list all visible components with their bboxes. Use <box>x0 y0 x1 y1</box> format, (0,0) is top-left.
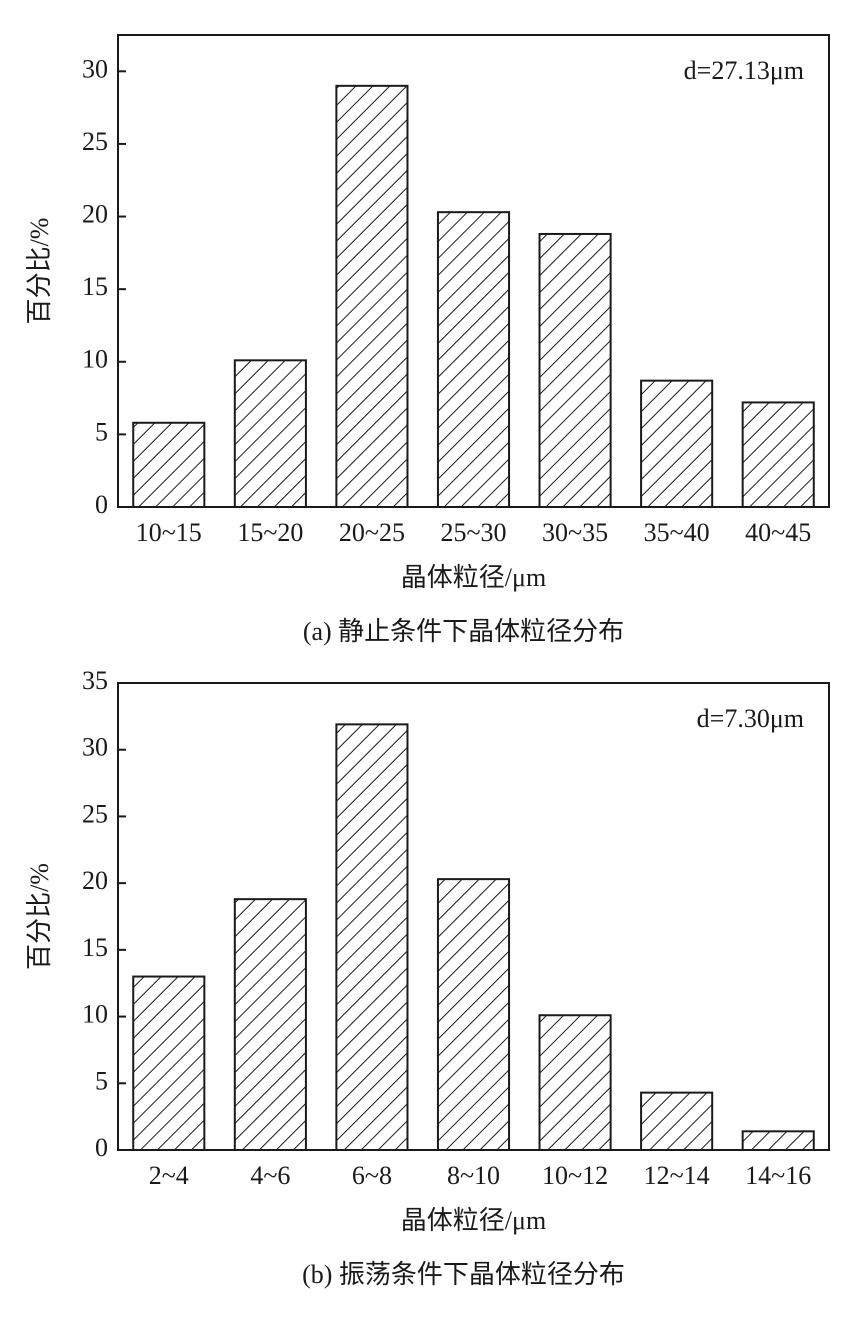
bar <box>233 898 307 1152</box>
y-tick-label: 0 <box>95 490 108 519</box>
y-tick-label: 10 <box>82 1000 108 1029</box>
plot-frame <box>117 34 830 508</box>
x-tick-label: 10~12 <box>542 1161 608 1190</box>
caption: (b) 振荡条件下晶体粒径分布 <box>302 1260 625 1289</box>
bar <box>538 232 612 508</box>
annotation: d=7.30μm <box>697 704 804 733</box>
y-tick-label: 15 <box>82 933 108 962</box>
x-tick-label: 6~8 <box>352 1161 392 1190</box>
x-tick-label: 14~16 <box>745 1161 811 1190</box>
y-tick-label: 5 <box>95 417 108 446</box>
x-tick-label: 10~15 <box>136 518 202 547</box>
y-tick-label: 30 <box>82 733 108 762</box>
y-tick-label: 5 <box>95 1066 108 1095</box>
x-tick-label: 8~10 <box>447 1161 500 1190</box>
bar <box>640 379 714 508</box>
bar <box>132 421 206 508</box>
y-tick-label: 25 <box>82 127 108 156</box>
x-tick-label: 30~35 <box>542 518 608 547</box>
bar <box>132 975 206 1151</box>
bar <box>335 723 409 1151</box>
y-tick-label: 35 <box>82 666 108 695</box>
bar <box>335 84 409 508</box>
x-tick-label: 20~25 <box>339 518 405 547</box>
y-tick-label: 20 <box>82 866 108 895</box>
bar <box>538 1014 612 1151</box>
bar <box>233 359 307 508</box>
bar <box>640 1091 714 1152</box>
y-tick-label: 20 <box>82 200 108 229</box>
y-tick-label: 10 <box>82 345 108 374</box>
bar <box>436 211 511 508</box>
x-tick-label: 2~4 <box>149 1161 189 1190</box>
x-tick-label: 40~45 <box>745 518 811 547</box>
y-axis-label: 百分比/% <box>25 218 54 325</box>
x-axis-label: 晶体粒径/μm <box>401 1206 546 1235</box>
annotation: d=27.13μm <box>684 56 804 85</box>
bar <box>741 401 815 508</box>
x-tick-label: 25~30 <box>440 518 506 547</box>
y-tick-label: 30 <box>82 54 108 83</box>
x-tick-label: 35~40 <box>644 518 710 547</box>
x-axis-label: 晶体粒径/μm <box>401 563 546 592</box>
bar <box>741 1130 815 1151</box>
y-tick-label: 0 <box>95 1133 108 1162</box>
plot-frame <box>117 682 830 1151</box>
y-tick-label: 25 <box>82 799 108 828</box>
caption: (a) 静止条件下晶体粒径分布 <box>303 617 624 646</box>
y-tick-label: 15 <box>82 272 108 301</box>
bar <box>436 878 511 1151</box>
x-tick-label: 15~20 <box>237 518 303 547</box>
x-tick-label: 4~6 <box>250 1161 290 1190</box>
y-axis-label: 百分比/% <box>25 863 54 970</box>
x-tick-label: 12~14 <box>644 1161 710 1190</box>
